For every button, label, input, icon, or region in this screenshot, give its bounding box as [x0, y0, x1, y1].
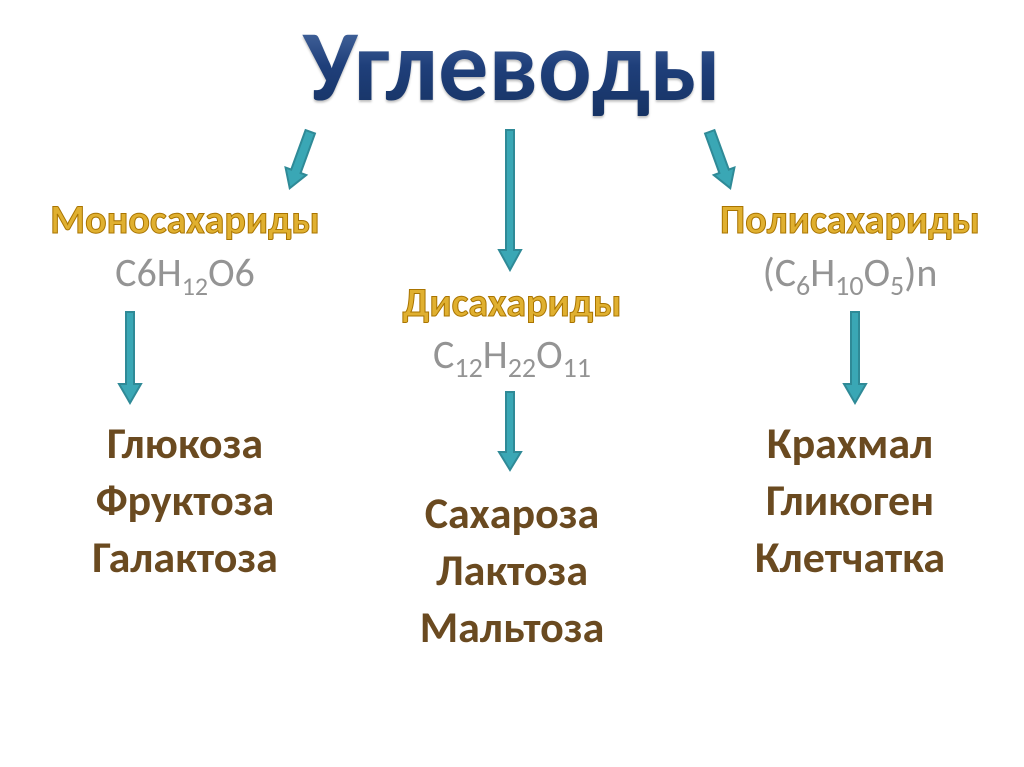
poly-formula: (C6H10O5)n [676, 248, 1024, 297]
mono-example-2: Фруктоза [0, 472, 370, 529]
mono-example-3: Галактоза [0, 529, 370, 586]
arrow-to-mono [260, 128, 340, 192]
arrow-mono-examples [95, 310, 165, 405]
arrow-poly-examples [820, 310, 890, 405]
di-label: Дисахариды [402, 278, 621, 327]
mono-heading: Моносахариды [0, 195, 370, 244]
mono-formula: C6H12O6 [0, 248, 370, 297]
di-formula: C12H22O11 [350, 330, 674, 379]
di-example-1: Сахароза [350, 485, 674, 542]
arrow-to-di [470, 128, 550, 272]
mono-example-1: Глюкоза [0, 415, 370, 472]
poly-example-1: Крахмал [676, 415, 1024, 472]
arrow-di-examples [475, 390, 545, 472]
poly-examples: Крахмал Гликоген Клетчатка [676, 415, 1024, 587]
poly-label: Полисахариды [720, 195, 980, 244]
di-example-3: Мальтоза [350, 599, 674, 656]
poly-example-3: Клетчатка [676, 529, 1024, 586]
poly-example-2: Гликоген [676, 472, 1024, 529]
di-examples: Сахароза Лактоза Мальтоза [350, 485, 674, 657]
mono-examples: Глюкоза Фруктоза Галактоза [0, 415, 370, 587]
poly-heading: Полисахариды [676, 195, 1024, 244]
arrow-to-poly [680, 128, 760, 192]
page-title: Углеводы [0, 5, 1024, 127]
di-example-2: Лактоза [350, 542, 674, 599]
di-heading: Дисахариды [350, 278, 674, 327]
mono-label: Моносахариды [50, 195, 320, 244]
